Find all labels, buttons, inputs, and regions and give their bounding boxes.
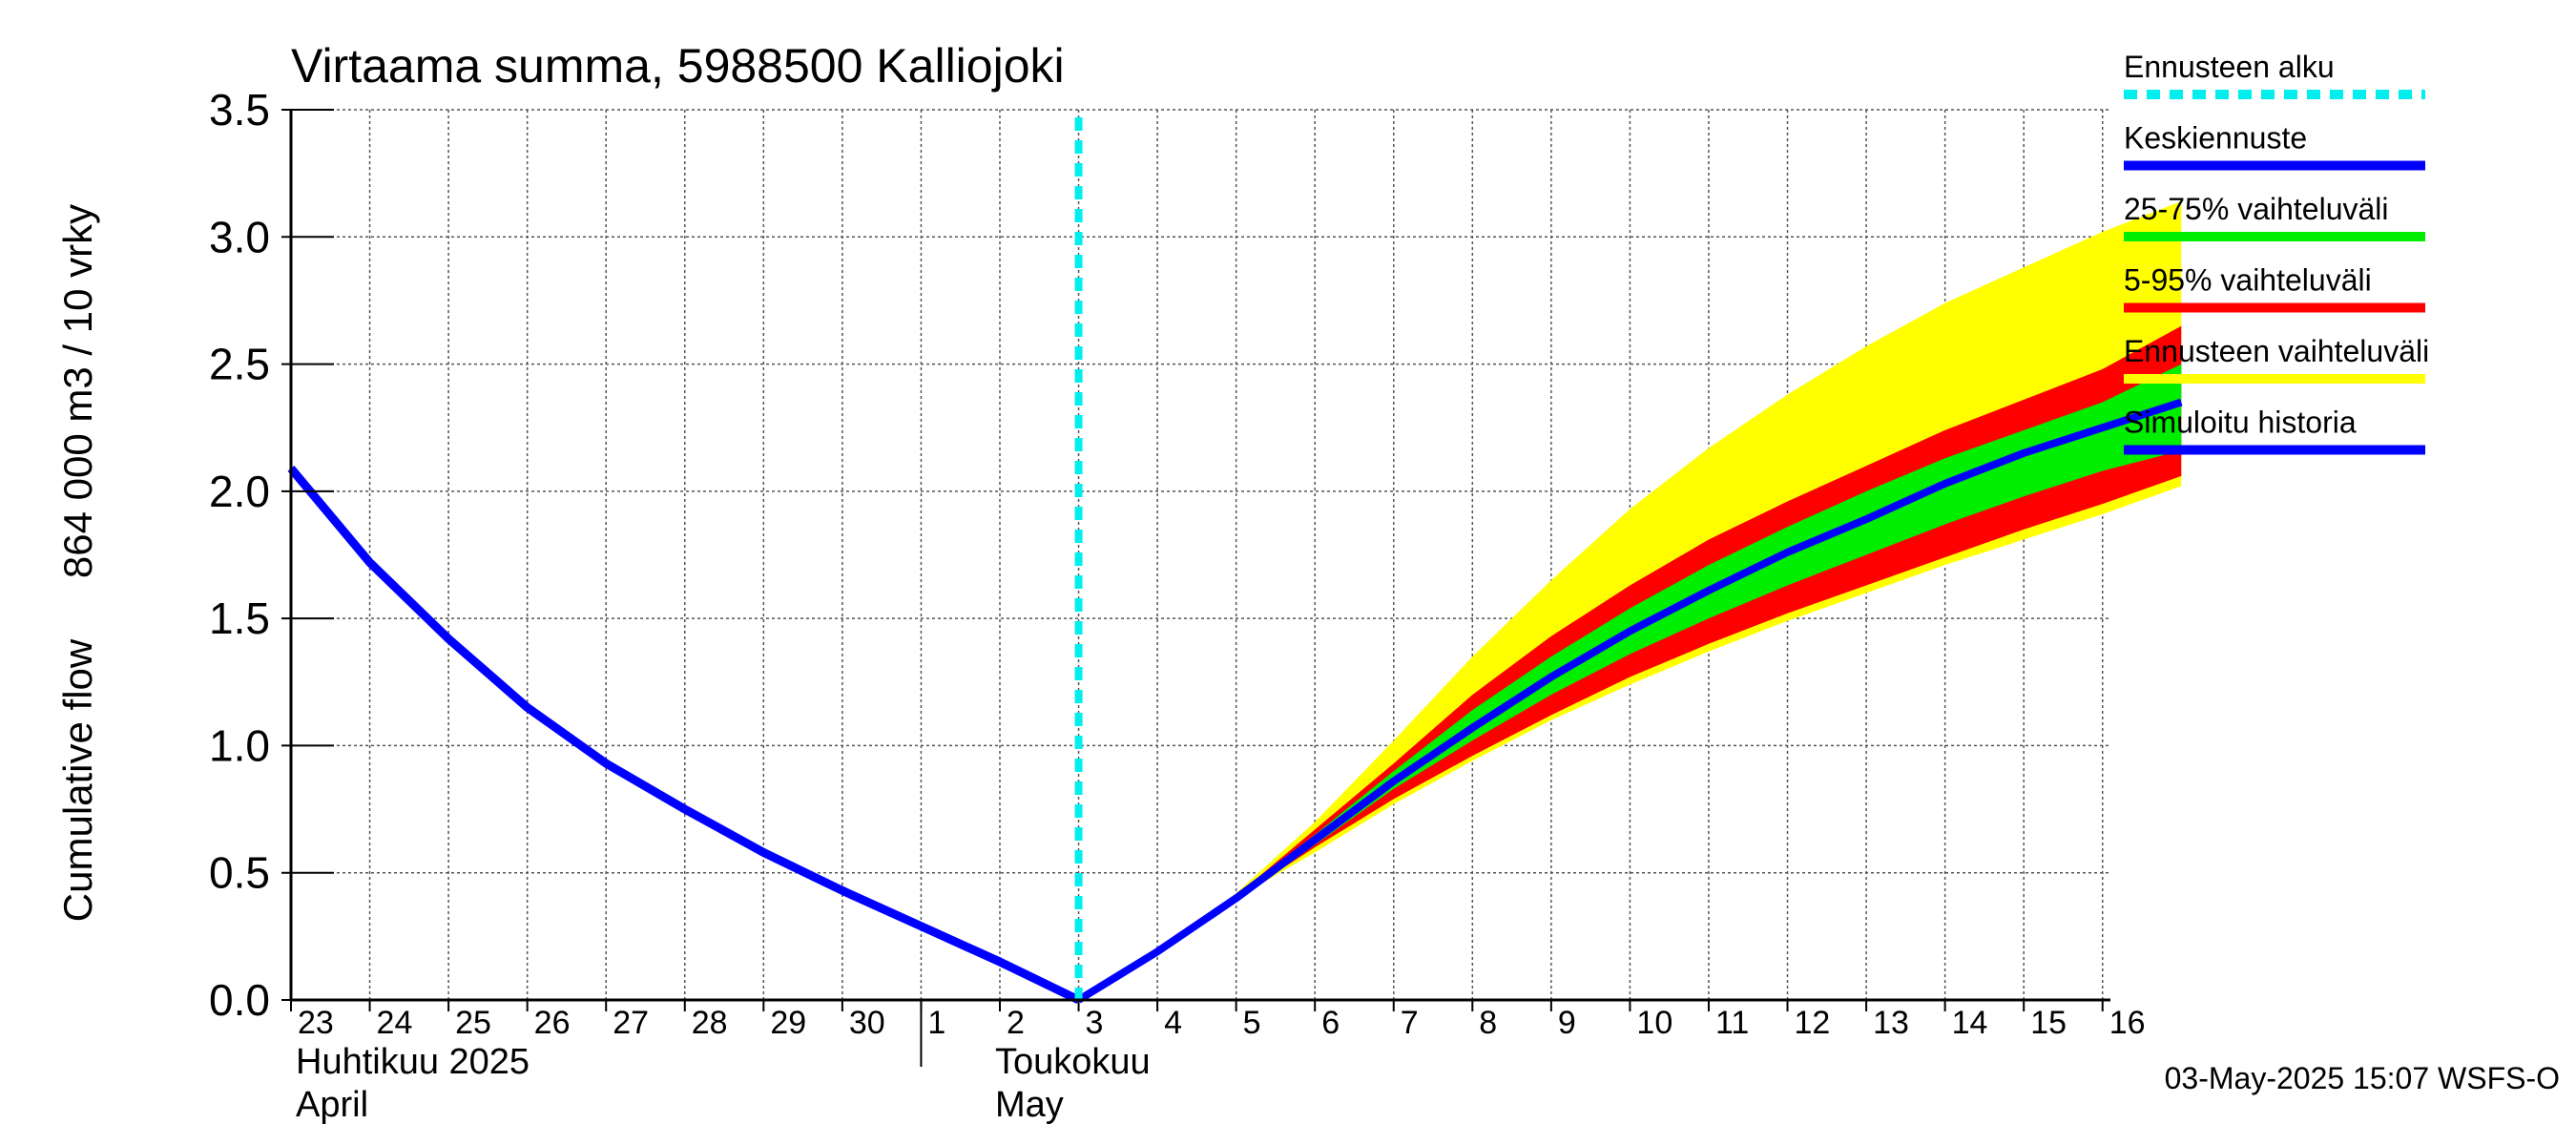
x-tick-label: 23 [298, 1005, 334, 1041]
legend-label: Keskiennuste [2124, 121, 2307, 156]
x-tick-label: 6 [1321, 1005, 1340, 1041]
x-tick-label: 27 [613, 1005, 649, 1041]
series-lines [287, 117, 2183, 1005]
x-tick-label: 9 [1558, 1005, 1576, 1041]
x-tick-label: 25 [455, 1005, 491, 1041]
y-tick-label: 1.5 [209, 593, 270, 643]
y-tick-label: 3.5 [209, 85, 270, 135]
x-tick-label: 8 [1479, 1005, 1497, 1041]
x-tick-label: 13 [1873, 1005, 1909, 1041]
x-tick-label: 30 [849, 1005, 885, 1041]
x-tick-label: 16 [2109, 1005, 2146, 1041]
legend-label: 5-95% vaihteluväli [2124, 263, 2372, 298]
band-25-75-vaihteluv-li [1078, 364, 2182, 1001]
x-tick-label: 2 [1007, 1005, 1025, 1041]
y-tick-label: 2.0 [209, 467, 270, 516]
median-forecast-line [1076, 398, 2183, 1004]
x-tick-label: 24 [377, 1005, 413, 1041]
history-line [287, 465, 1081, 1005]
legend-label: Ennusteen vaihteluväli [2124, 334, 2429, 368]
x-tick-label: 12 [1795, 1005, 1831, 1041]
month-label-en: April [296, 1085, 368, 1125]
chart-title: Virtaama summa, 5988500 Kalliojoki [291, 39, 1065, 93]
timestamp-footer: 03-May-2025 15:07 WSFS-O [2165, 1061, 2560, 1095]
x-tick-label: 1 [927, 1005, 945, 1041]
x-tick-label: 11 [1715, 1005, 1749, 1041]
x-tick-label: 29 [770, 1005, 806, 1041]
y-tick-label: 0.0 [209, 975, 270, 1025]
x-tick-label: 15 [2030, 1005, 2067, 1041]
legend-label: Ennusteen alku [2124, 50, 2335, 84]
y-axis-unit-label: 864 000 m3 / 10 vrky [55, 204, 100, 578]
x-tick-label: 7 [1401, 1005, 1419, 1041]
legend-label: 25-75% vaihteluväli [2124, 192, 2389, 226]
x-tick-label: 5 [1243, 1005, 1261, 1041]
x-tick-label: 10 [1636, 1005, 1672, 1041]
forecast-bands [1078, 200, 2182, 1001]
y-tick-label: 0.5 [209, 848, 270, 898]
x-tick-label: 28 [692, 1005, 728, 1041]
x-tick-label: 26 [534, 1005, 571, 1041]
legend: Ennusteen alku Keskiennuste 25-75% vaihtel… [2124, 50, 2429, 455]
axes: 0.00.51.01.52.02.53.03.523 24 25 26 27 28 29 30… [209, 85, 2146, 1125]
y-axis-label: Cumulative flow [55, 638, 100, 922]
y-tick-label: 2.5 [209, 340, 270, 389]
month-label: Huhtikuu 2025 [296, 1042, 530, 1082]
y-tick-label: 1.0 [209, 720, 270, 770]
x-tick-label: 3 [1086, 1005, 1104, 1041]
x-tick-label: 4 [1164, 1005, 1182, 1041]
y-tick-label: 3.0 [209, 212, 270, 261]
legend-label: Simuloitu historia [2124, 406, 2357, 440]
x-tick-label: 14 [1952, 1005, 1988, 1041]
month-label: Toukokuu [995, 1042, 1151, 1082]
month-label-en: May [995, 1085, 1064, 1125]
